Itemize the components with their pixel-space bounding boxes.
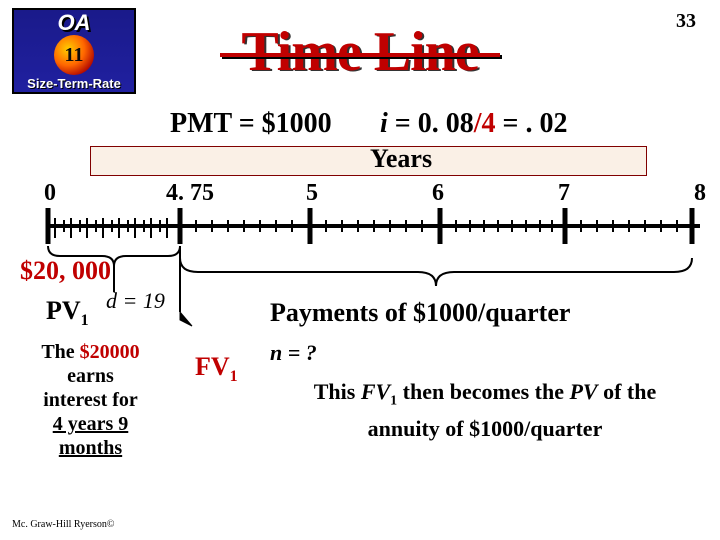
title-strike [220,53,500,57]
chapter-number: 11 [65,44,84,67]
logo-subtitle: Size-Term-Rate [14,76,134,91]
years-label: Years [370,144,432,174]
i-var: i [380,108,388,139]
timeline-axis [40,216,700,256]
tick-475: 4. 75 [166,180,214,207]
logo-oa: OA [14,10,134,34]
years-box [90,146,647,176]
tick-6: 6 [432,180,444,207]
tick-0: 0 [44,180,56,207]
tick-7: 7 [558,180,570,207]
pv1-label: PV1 [46,296,89,330]
fv-description: This FV1 then becomes the PV of the annu… [280,378,690,443]
earns-description: The $20000 earns interest for 4 years 9 … [18,340,163,460]
d-equals-19: d = 19 [106,288,165,314]
copyright: Mc. Graw-Hill Ryerson© [12,519,114,530]
tick-8: 8 [694,180,706,207]
chapter-logo: OA 11 Size-Term-Rate [12,8,136,94]
n-question: n = ? [270,340,317,366]
tick-5: 5 [306,180,318,207]
page-title: Time Line [241,20,478,84]
payments-label: Payments of $1000/quarter [270,298,570,328]
fv1-label: FV1 [195,352,238,386]
logo-chapter-circle: 11 [54,35,94,75]
page-number: 33 [676,10,696,33]
i-equation: i = 0. 08/4 = . 02 [380,108,568,140]
pv-amount: $20, 000 [20,256,111,286]
pmt-equation: PMT = $1000 [170,108,332,140]
